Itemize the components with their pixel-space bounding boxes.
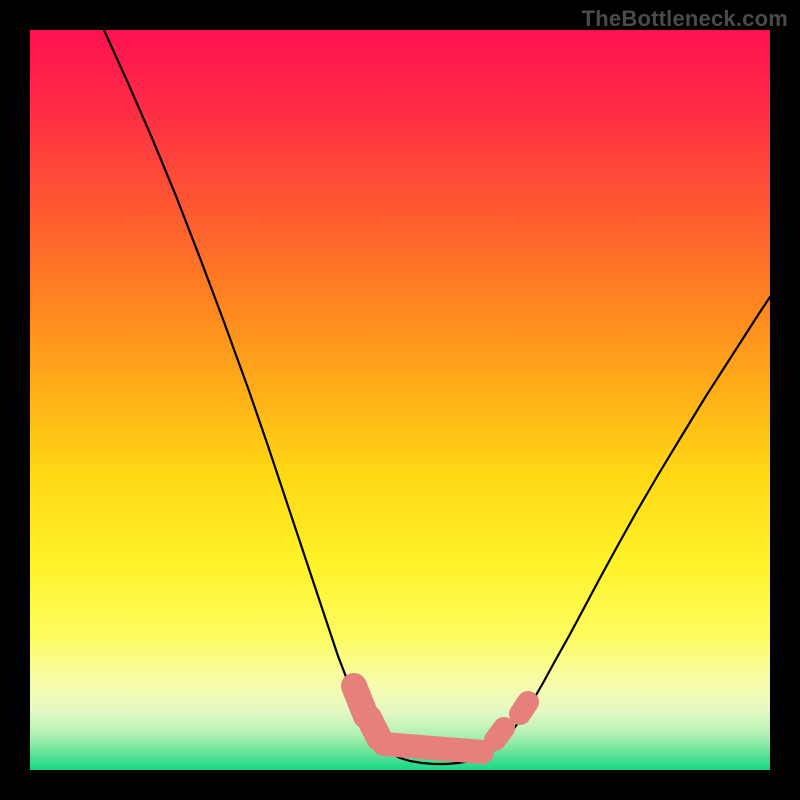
bottleneck-chart bbox=[0, 0, 800, 800]
chart-stage: TheBottleneck.com bbox=[0, 0, 800, 800]
gradient-background bbox=[30, 30, 770, 770]
overlay-marker bbox=[384, 744, 482, 752]
overlay-marker bbox=[520, 702, 528, 714]
overlay-marker bbox=[495, 728, 504, 740]
watermark-text: TheBottleneck.com bbox=[582, 6, 788, 32]
